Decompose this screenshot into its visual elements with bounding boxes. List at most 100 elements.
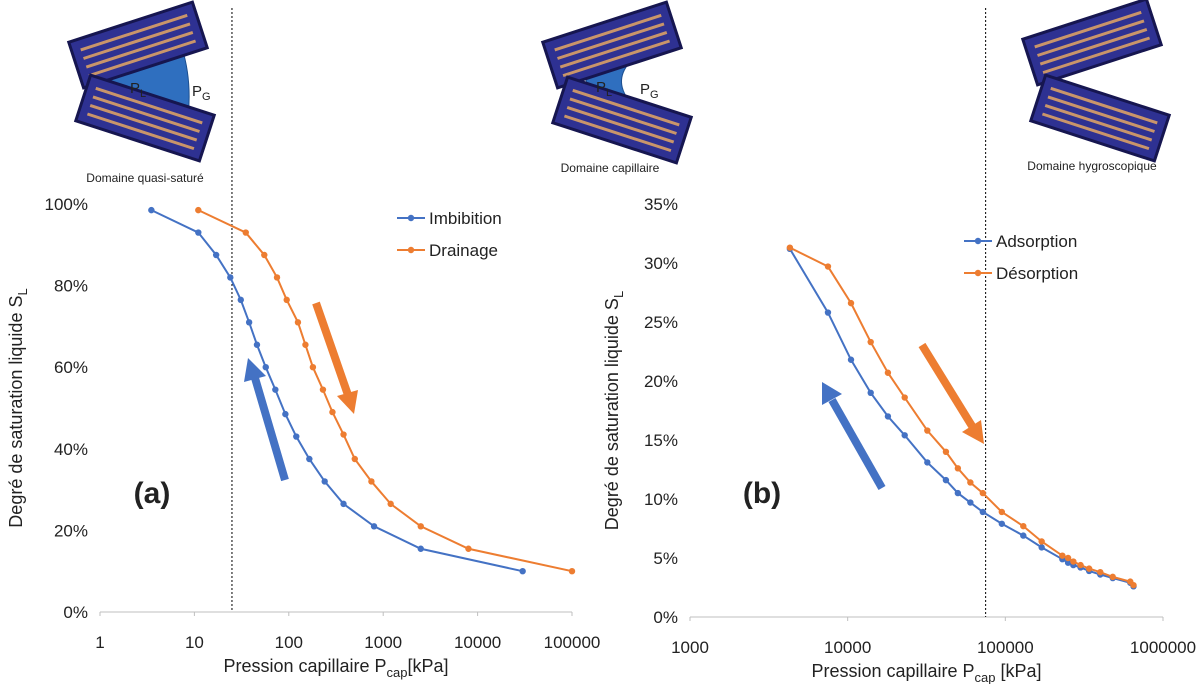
y-label-sub: L [15, 288, 30, 295]
x-label-sub: cap [975, 670, 996, 684]
y-tick-label: 20% [644, 372, 678, 391]
point [465, 545, 472, 552]
x-tick-label: 10 [185, 633, 204, 652]
panel-label: (b) [743, 477, 781, 510]
y-tick-label: 40% [54, 440, 88, 459]
point [262, 364, 269, 371]
pl-label: PL [596, 79, 612, 99]
domain-label: Domaine quasi-saturé [86, 171, 204, 185]
point [847, 356, 855, 363]
point [237, 296, 244, 304]
y-tick-label: 100% [45, 195, 88, 214]
point [1085, 565, 1093, 572]
y-tick-label: 15% [644, 431, 678, 450]
legend-label: Imbibition [429, 209, 502, 228]
point [340, 500, 347, 508]
point [1059, 552, 1066, 559]
x-tick-label: 1000 [364, 633, 402, 652]
point [979, 489, 987, 497]
y-label-text: Degré de saturation liquide S [602, 298, 622, 530]
point [867, 338, 874, 346]
x-tick-label: 1000 [671, 638, 709, 657]
point [261, 251, 268, 259]
y-label-text: Degré de saturation liquide S [6, 296, 26, 528]
x-label-text: Pression capillaire P [811, 661, 974, 681]
series-line [150, 209, 523, 573]
point [319, 386, 327, 393]
panel-label: (a) [134, 477, 171, 510]
point [1064, 559, 1072, 566]
point [1020, 532, 1027, 539]
point [302, 341, 309, 348]
y-tick-label: 25% [644, 313, 678, 332]
point [979, 508, 987, 516]
x-axis-label: Pression capillaire Pcap[kPa] [223, 656, 448, 680]
point [195, 206, 202, 214]
arrows [244, 301, 984, 490]
point [283, 296, 290, 304]
point [340, 431, 347, 438]
legend-label: Désorption [996, 264, 1078, 283]
point [924, 459, 931, 466]
legend-marker [974, 269, 982, 277]
point [309, 364, 317, 371]
point [1130, 581, 1137, 589]
x-axis-label: Pression capillaire Pcap [kPa] [811, 661, 1041, 684]
x-tick-label: 100000 [977, 638, 1034, 657]
point [368, 478, 375, 485]
y-axis-label: Degré de saturation liquide SL [6, 288, 30, 527]
point [967, 499, 974, 506]
point [417, 523, 424, 530]
pg-label: PG [192, 83, 211, 103]
point [824, 263, 832, 270]
point [253, 341, 261, 348]
point [1020, 522, 1027, 530]
point [282, 410, 289, 418]
y-tick-label: 0% [653, 608, 678, 627]
point [967, 479, 974, 486]
point [370, 523, 378, 530]
point [847, 299, 855, 307]
point [901, 394, 908, 401]
x-label-sub: cap [387, 665, 408, 680]
point [242, 229, 249, 236]
point [1064, 554, 1072, 562]
point [924, 427, 931, 434]
point [148, 206, 155, 214]
y-tick-label: 20% [54, 521, 88, 540]
point [272, 386, 279, 393]
point [195, 229, 202, 236]
point [867, 389, 874, 396]
point [1070, 558, 1077, 565]
point [387, 500, 394, 508]
x-tick-label: 10000 [824, 638, 871, 657]
point [351, 455, 358, 463]
point [568, 568, 576, 575]
legend-label: Drainage [429, 241, 498, 260]
point [884, 369, 892, 376]
y-tick-label: 10% [644, 490, 678, 509]
x-tick-label: 1000000 [1130, 638, 1196, 657]
point [245, 319, 253, 326]
illustration-quasi-sature: PL PG Domaine quasi-saturé [67, 0, 216, 185]
y-tick-label: 30% [644, 254, 678, 273]
y-tick-label: 0% [63, 603, 88, 622]
x-tick-label: 100 [275, 633, 303, 652]
point [306, 455, 313, 463]
y-axis-label: Degré de saturation liquide SL [602, 291, 626, 530]
series-line [197, 209, 573, 573]
y-tick-label: 60% [54, 358, 88, 377]
point [1097, 568, 1104, 576]
point [954, 489, 962, 497]
x-label-text: Pression capillaire P [223, 656, 386, 676]
x-tick-label: 100000 [544, 633, 601, 652]
x-tick-label: 1 [95, 633, 104, 652]
point [293, 433, 300, 440]
legend-marker [974, 237, 982, 245]
domain-label: Domaine capillaire [561, 161, 660, 175]
point [998, 508, 1006, 516]
legend-marker [407, 246, 415, 254]
point [329, 408, 336, 416]
illustration-capillaire: PL PG Domaine capillaire [541, 0, 693, 175]
